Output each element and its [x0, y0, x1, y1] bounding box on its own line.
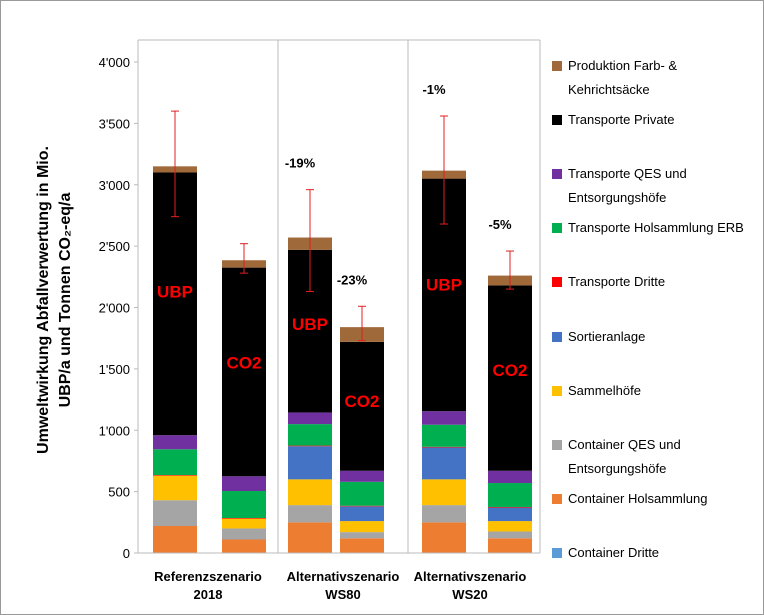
legend-item: Transporte Private: [552, 108, 752, 132]
legend-swatch: [552, 331, 562, 342]
legend-label: Transporte Holsammlung ERB: [568, 220, 744, 236]
bar-segment: [340, 341, 384, 471]
bar-segment: [153, 500, 197, 526]
bar-segment: [422, 479, 466, 506]
change-label: -1%: [422, 82, 446, 97]
bar-segment: [340, 538, 384, 553]
x-tick-label: Alternativszenario WS80: [286, 569, 400, 602]
legend-label: Transporte Private: [568, 112, 675, 128]
legend-label: Container Dritte: [568, 544, 660, 560]
legend-label: Container Holsammlung: [568, 490, 708, 506]
legend-label: Container QES und Entsorgungshöfe: [568, 436, 681, 476]
legend-item: Sortieranlage: [552, 325, 752, 349]
legend-item: Transporte Dritte: [552, 270, 752, 294]
legend-item: Container Dritte: [552, 541, 752, 565]
bar-segment: [288, 424, 332, 446]
bar-segment: [488, 507, 532, 522]
bar-label: UBP: [157, 283, 193, 302]
bar-segment: [288, 412, 332, 425]
x-tick-label: Alternativszenario WS20: [413, 569, 527, 602]
y-tick-label: 2'000: [99, 301, 130, 316]
bar-segment: [340, 470, 384, 482]
bar-segment: [153, 435, 197, 450]
legend-item: Transporte Holsammlung ERB: [552, 216, 752, 240]
legend-label: Transporte Dritte: [568, 274, 666, 290]
legend-swatch: [552, 61, 562, 71]
bar-segment: [340, 521, 384, 533]
legend-swatch: [552, 277, 562, 288]
bar-segment: [222, 267, 266, 477]
bar-segment: [222, 518, 266, 529]
bar-segment: [288, 505, 332, 523]
legend-swatch: [552, 115, 562, 126]
legend-swatch: [552, 547, 562, 558]
bar-segment: [340, 481, 384, 506]
legend-label: Sammelhöfe: [568, 382, 641, 398]
bar-segment: [422, 447, 466, 480]
bar-segment: [222, 491, 266, 519]
legend-swatch: [552, 223, 562, 234]
y-title: UBP/a und Tonnen CO₂-eq/a: [57, 192, 74, 407]
bar-segment: [422, 411, 466, 425]
bar-segment: [288, 445, 332, 447]
y-title: Umweltwirkung Abfallverwertung in Mio.: [35, 146, 52, 454]
bar-segment: [288, 522, 332, 553]
y-tick-label: 4'000: [99, 55, 130, 70]
bar-segment: [422, 424, 466, 447]
legend-item: Container QES und Entsorgungshöfe: [552, 433, 752, 481]
x-tick-label: Referenzszenario 2018: [154, 569, 262, 602]
y-tick-label: 1'000: [99, 423, 130, 438]
bar-segment: [222, 539, 266, 553]
bar-segment: [340, 532, 384, 539]
legend-label: Transporte QES und Entsorgungshöfe: [568, 166, 687, 206]
legend-item: Produktion Farb- & Kehrichtsäcke: [552, 54, 752, 102]
change-label: -5%: [488, 217, 512, 232]
bar-label: UBP: [426, 275, 462, 294]
bar-segment: [153, 525, 197, 553]
legend-item: Sammelhöfe: [552, 379, 752, 403]
legend-item: Container Holsammlung: [552, 487, 752, 511]
y-tick-label: 500: [108, 485, 130, 500]
y-tick-label: 1'500: [99, 362, 130, 377]
legend-label: Sortieranlage: [568, 328, 646, 344]
bar-segment: [422, 522, 466, 553]
bar-label: CO2: [227, 354, 262, 373]
change-label: -19%: [285, 156, 316, 171]
change-label: -23%: [337, 272, 368, 287]
legend-swatch: [552, 439, 562, 450]
bar-label: UBP: [292, 315, 328, 334]
bar-segment: [422, 505, 466, 523]
bar-segment: [222, 476, 266, 492]
bar-segment: [340, 506, 384, 522]
bar-segment: [153, 475, 197, 476]
legend-swatch: [552, 169, 562, 180]
y-tick-label: 3'500: [99, 116, 130, 131]
bar-label: CO2: [493, 361, 528, 380]
bar-segment: [488, 506, 532, 508]
bar-segment: [340, 505, 384, 507]
bar-segment: [422, 446, 466, 448]
y-tick-label: 0: [123, 546, 130, 561]
bar-segment: [488, 285, 532, 471]
bar-label: CO2: [345, 392, 380, 411]
bar-segment: [488, 483, 532, 507]
bar-segment: [288, 479, 332, 506]
bar-segment: [488, 531, 532, 539]
bar-segment: [288, 446, 332, 480]
legend-item: Transporte QES und Entsorgungshöfe: [552, 162, 752, 210]
bar-segment: [488, 521, 532, 532]
bar-segment: [222, 528, 266, 540]
legend-label: Produktion Farb- & Kehrichtsäcke: [568, 58, 678, 97]
legend-swatch: [552, 493, 562, 504]
y-tick-label: 2'500: [99, 239, 130, 254]
bar-segment: [153, 449, 197, 476]
bar-segment: [222, 518, 266, 519]
bar-segment: [488, 538, 532, 553]
bar-segment: [488, 470, 532, 484]
bar-segment: [153, 475, 197, 501]
y-tick-label: 3'000: [99, 178, 130, 193]
legend-swatch: [552, 385, 562, 396]
